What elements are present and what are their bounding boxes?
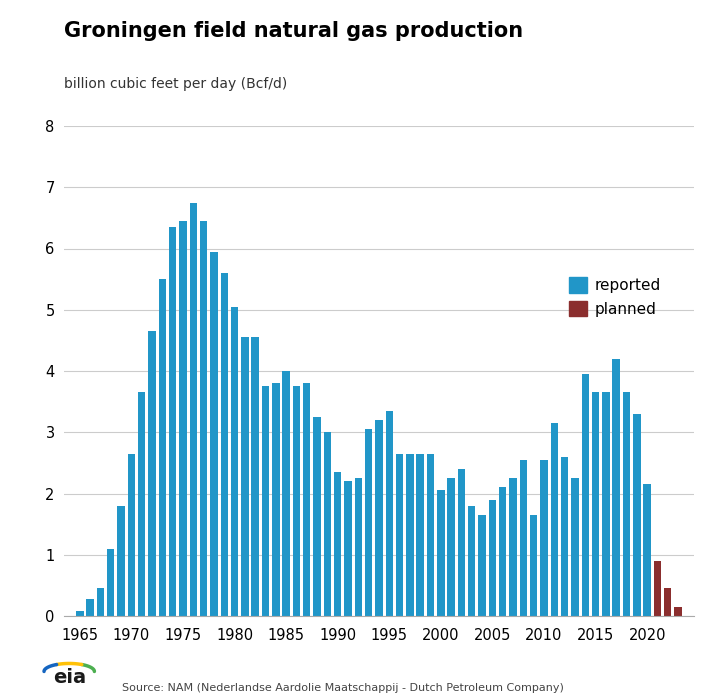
Bar bbox=[602, 393, 610, 616]
Bar bbox=[97, 589, 104, 616]
Bar bbox=[520, 460, 527, 616]
Legend: reported, planned: reported, planned bbox=[563, 271, 667, 323]
Text: eia: eia bbox=[53, 668, 86, 687]
Bar bbox=[674, 607, 682, 616]
Bar bbox=[107, 549, 114, 616]
Bar bbox=[396, 454, 403, 616]
Bar bbox=[87, 598, 94, 616]
Bar bbox=[324, 432, 331, 616]
Bar bbox=[427, 454, 434, 616]
Bar bbox=[499, 487, 506, 616]
Bar bbox=[561, 457, 568, 616]
Bar bbox=[117, 505, 125, 616]
Bar bbox=[189, 202, 197, 616]
Bar bbox=[179, 221, 187, 616]
Bar bbox=[417, 454, 424, 616]
Bar bbox=[148, 331, 156, 616]
Bar bbox=[252, 337, 259, 616]
Bar bbox=[169, 227, 177, 616]
Bar bbox=[468, 505, 475, 616]
Text: billion cubic feet per day (Bcf/d): billion cubic feet per day (Bcf/d) bbox=[64, 77, 287, 91]
Bar bbox=[303, 384, 310, 616]
Bar bbox=[664, 589, 671, 616]
Bar bbox=[385, 411, 393, 616]
Bar bbox=[345, 482, 352, 616]
Bar bbox=[128, 454, 135, 616]
Bar bbox=[488, 500, 496, 616]
Bar bbox=[644, 611, 651, 616]
Bar bbox=[375, 420, 383, 616]
Bar bbox=[530, 515, 538, 616]
Bar bbox=[138, 393, 145, 616]
Bar bbox=[644, 484, 651, 616]
Bar bbox=[365, 429, 373, 616]
Bar bbox=[220, 273, 228, 616]
Bar bbox=[282, 371, 290, 616]
Bar bbox=[292, 386, 300, 616]
Text: Source: NAM (Nederlandse Aardolie Maatschappij - Dutch Petroleum Company): Source: NAM (Nederlandse Aardolie Maatsc… bbox=[122, 683, 563, 693]
Bar bbox=[623, 393, 630, 616]
Bar bbox=[262, 386, 270, 616]
Bar bbox=[355, 478, 362, 616]
Bar bbox=[509, 478, 517, 616]
Bar bbox=[231, 307, 238, 616]
Text: Groningen field natural gas production: Groningen field natural gas production bbox=[64, 21, 523, 41]
Bar bbox=[159, 279, 166, 616]
Bar bbox=[334, 472, 341, 616]
Bar bbox=[581, 374, 589, 616]
Bar bbox=[200, 221, 207, 616]
Bar bbox=[541, 460, 548, 616]
Bar bbox=[633, 414, 641, 616]
Bar bbox=[313, 417, 321, 616]
Bar bbox=[241, 337, 249, 616]
Bar bbox=[272, 384, 280, 616]
Bar bbox=[437, 491, 445, 616]
Bar bbox=[478, 515, 485, 616]
Bar bbox=[551, 423, 558, 616]
Bar bbox=[448, 478, 455, 616]
Bar bbox=[458, 469, 465, 616]
Bar bbox=[571, 478, 578, 616]
Bar bbox=[210, 251, 217, 616]
Bar bbox=[654, 561, 661, 616]
Bar bbox=[406, 454, 413, 616]
Bar bbox=[76, 611, 84, 616]
Bar bbox=[613, 358, 620, 616]
Bar bbox=[592, 393, 599, 616]
